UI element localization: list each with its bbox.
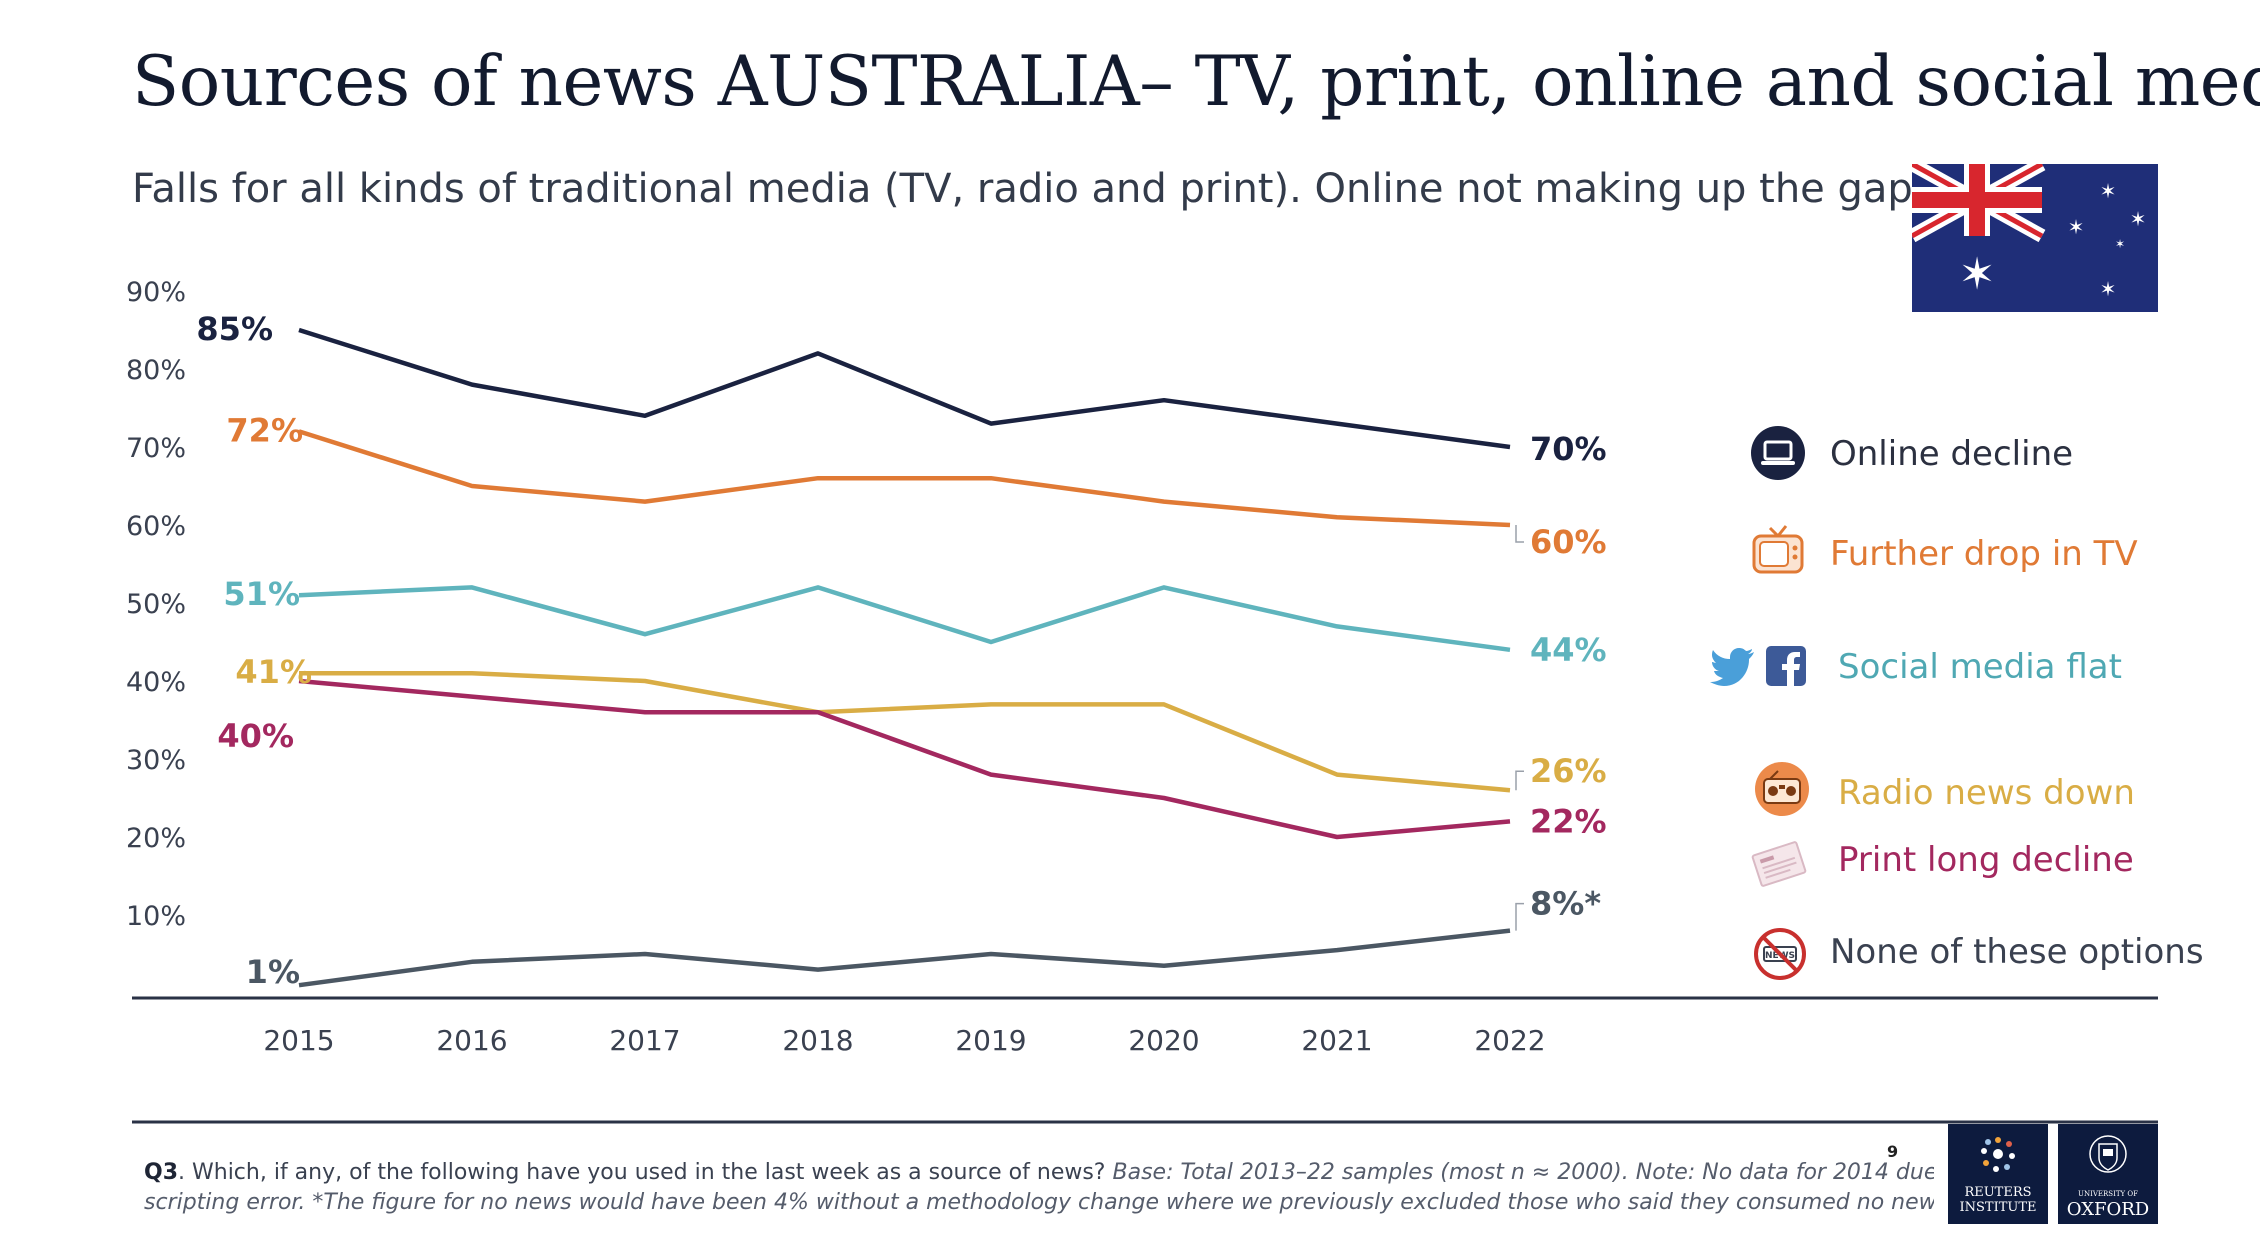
y-tick-label: 10%	[126, 901, 186, 932]
legend-label-tv: Further drop in TV	[1830, 534, 2138, 574]
newspaper-icon	[1751, 841, 1807, 887]
start-label-tv: 72%	[226, 411, 303, 449]
facebook-icon	[1766, 646, 1806, 686]
reuters-line-2: INSTITUTE	[1959, 1200, 2037, 1215]
series-line-online	[298, 327, 1511, 450]
reuters-institute-logo: REUTERS INSTITUTE	[1948, 1124, 2048, 1224]
x-tick-label: 2016	[436, 1024, 507, 1057]
tv-icon	[1752, 525, 1804, 574]
y-tick-label: 80%	[126, 355, 186, 386]
y-tick-label: 60%	[126, 511, 186, 542]
series-line-print	[298, 678, 1511, 840]
y-tick-label: 90%	[126, 277, 186, 308]
chart-title: Sources of news AUSTRALIA– TV, print, on…	[132, 42, 2260, 122]
footer-line-1: Q3. Which, if any, of the following have…	[144, 1158, 1934, 1188]
series-line-none	[298, 928, 1511, 988]
reuters-line-1: REUTERS	[1964, 1185, 2032, 1200]
svg-text:✶: ✶	[2115, 237, 2125, 251]
start-label-print: 40%	[217, 717, 294, 755]
end-label-social: 44%	[1530, 631, 1607, 669]
end-label-online: 70%	[1530, 430, 1607, 468]
y-tick-label: 30%	[126, 745, 186, 776]
x-tick-label: 2015	[263, 1024, 334, 1057]
chart-subtitle: Falls for all kinds of traditional media…	[132, 166, 1913, 212]
globe-icon	[1981, 1137, 2015, 1172]
australian-flag-icon: ✶ ✶ ✶ ✶ ✶ ✶	[1912, 164, 2158, 312]
methodology-note: scripting error. *The figure for no news…	[144, 1190, 1934, 1215]
svg-text:✶: ✶	[2100, 179, 2117, 203]
question-label: Q3	[144, 1160, 179, 1185]
x-tick-label: 2020	[1128, 1024, 1199, 1057]
leader-radio	[1515, 770, 1524, 791]
oxford-line-1: UNIVERSITY OF	[2078, 1190, 2138, 1198]
oxford-logo: UNIVERSITY OF OXFORD	[2058, 1124, 2158, 1224]
y-tick-label: 40%	[126, 667, 186, 698]
base-note: Base: Total 2013–22 samples (most n ≈ 20…	[1105, 1160, 1934, 1185]
end-label-tv: 60%	[1530, 523, 1607, 561]
series-line-tv	[298, 429, 1511, 528]
x-tick-label: 2018	[782, 1024, 853, 1057]
legend-label-print: Print long decline	[1838, 840, 2134, 880]
y-tick-label: 50%	[126, 589, 186, 620]
series-line-social	[298, 585, 1511, 653]
y-tick-label: 20%	[126, 823, 186, 854]
crest-icon	[2089, 1135, 2127, 1173]
end-label-print: 22%	[1530, 802, 1607, 840]
svg-text:✶: ✶	[2100, 277, 2117, 301]
start-label-none: 1%	[246, 953, 300, 991]
radio-icon	[1755, 762, 1809, 816]
laptop-icon	[1751, 426, 1805, 480]
x-tick-label: 2019	[955, 1024, 1026, 1057]
legend-label-social: Social media flat	[1838, 647, 2122, 687]
legend-label-radio: Radio news down	[1838, 773, 2135, 813]
twitter-icon	[1710, 648, 1754, 686]
start-label-online: 85%	[196, 310, 273, 348]
x-tick-label: 2021	[1301, 1024, 1372, 1057]
footer-line-2: scripting error. *The figure for no news…	[144, 1188, 1934, 1218]
x-tick-label: 2022	[1474, 1024, 1545, 1057]
svg-text:✶: ✶	[2068, 215, 2085, 239]
legend-label-online: Online decline	[1830, 434, 2074, 474]
end-label-none: 8%*	[1530, 885, 1601, 923]
footer-note: Q3. Which, if any, of the following have…	[144, 1158, 1934, 1218]
question-text: . Which, if any, of the following have y…	[178, 1160, 1106, 1185]
y-tick-label: 70%	[126, 433, 186, 464]
series-line-radio	[299, 670, 1511, 793]
svg-text:✶: ✶	[2130, 207, 2147, 231]
x-tick-label: 2017	[609, 1024, 680, 1057]
leader-tv	[1515, 525, 1524, 543]
legend-label-none: None of these options	[1830, 932, 2204, 972]
page-number: 9	[1887, 1142, 1899, 1161]
svg-text:✶: ✶	[1959, 249, 1996, 300]
start-label-social: 51%	[223, 575, 300, 613]
leader-none	[1515, 902, 1524, 931]
end-label-radio: 26%	[1530, 752, 1607, 790]
oxford-line-2: OXFORD	[2066, 1199, 2150, 1220]
no-news-icon: NEWS	[1754, 928, 1806, 980]
start-label-radio: 41%	[235, 653, 312, 691]
